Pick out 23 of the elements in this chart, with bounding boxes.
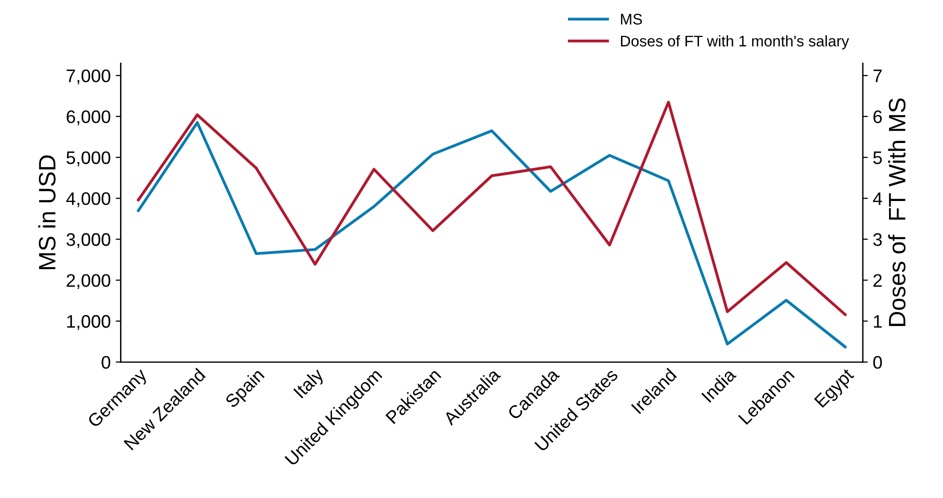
y2-tick-label: 3 bbox=[873, 233, 882, 246]
y-tick-label: 3,000 bbox=[66, 233, 110, 248]
y-tick-label: 5,000 bbox=[66, 151, 110, 166]
legend-label: MS bbox=[621, 14, 642, 25]
y-tick-label: 4,000 bbox=[66, 192, 110, 208]
legend-label: Doses of FT with 1 month's salary bbox=[621, 35, 850, 50]
y-tick-label: 7,000 bbox=[66, 69, 110, 84]
y2-tick-label: 7 bbox=[873, 70, 882, 82]
y2-axis-title: Doses of FT With MS bbox=[888, 98, 906, 326]
y2-tick-label: 1 bbox=[874, 315, 882, 328]
y-tick-label: 1,000 bbox=[67, 315, 110, 330]
line-series bbox=[136, 100, 847, 316]
y2-tick-label: 2 bbox=[873, 274, 882, 287]
y2-tick-label: 6 bbox=[873, 110, 882, 124]
y-axis-title: MS in USD bbox=[38, 155, 56, 270]
y2-tick-label: 4 bbox=[872, 192, 882, 205]
y2-tick-label: 0 bbox=[873, 356, 882, 369]
line-series bbox=[136, 121, 847, 348]
y-tick-label: 6,000 bbox=[66, 110, 110, 126]
y-tick-label: 2,000 bbox=[66, 274, 110, 290]
y-tick-label: 0 bbox=[102, 356, 110, 369]
y2-tick-label: 5 bbox=[873, 152, 882, 164]
x-tick-label: Italy bbox=[292, 366, 327, 402]
